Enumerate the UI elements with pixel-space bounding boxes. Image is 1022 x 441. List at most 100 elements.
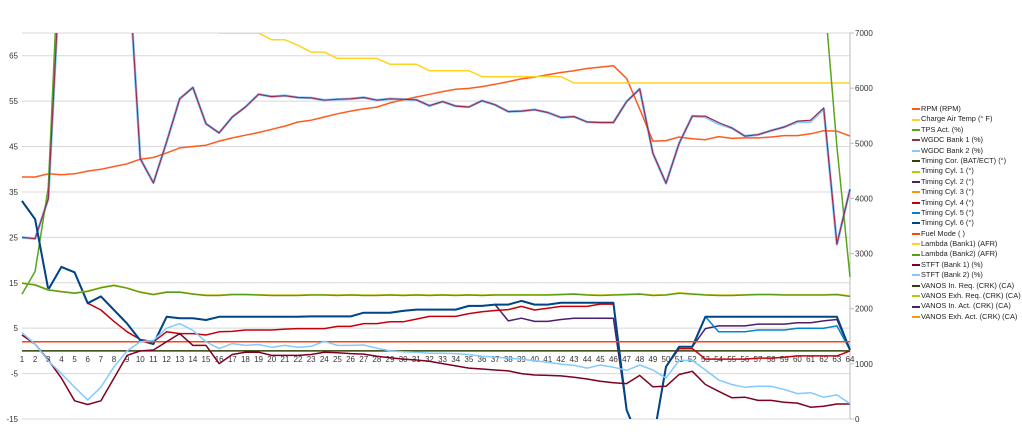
series-line-charge-air-temp-f [217, 33, 850, 84]
x-tick-label: 11 [149, 355, 158, 364]
x-tick-label: 42 [556, 355, 565, 364]
x-tick-label: 62 [819, 355, 828, 364]
legend-swatch [912, 243, 920, 246]
legend-label: Timing Cyl. 2 (°) [921, 176, 974, 186]
y2-tick-label: 5000 [855, 139, 873, 148]
x-tick-label: 5 [72, 355, 77, 364]
y2-tick-label: 2000 [855, 305, 873, 314]
series-line-rpm-rpm [22, 64, 851, 178]
legend-item: Charge Air Temp (° F) [912, 114, 1021, 124]
series-line-timing-cyl-6 [21, 200, 851, 419]
legend-item: TPS Act. (%) [912, 125, 1021, 135]
legend-label: VANOS In. Req. (CRK) (CA) [921, 280, 1015, 290]
y2-tick-label: 1000 [855, 360, 873, 369]
x-tick-label: 19 [254, 355, 263, 364]
legend-item: Lambda (Bank2) (AFR) [912, 249, 1021, 259]
legend-item: VANOS Exh. Act. (CRK) (CA) [912, 312, 1021, 322]
x-tick-label: 46 [609, 355, 618, 364]
legend-item: Timing Cyl. 4 (°) [912, 198, 1021, 208]
legend-item: Lambda (Bank1) (AFR) [912, 239, 1021, 249]
legend-swatch [912, 222, 920, 225]
legend-item: VANOS Exh. Req. (CRK) (CA) [912, 291, 1021, 301]
legend-swatch [912, 201, 920, 204]
x-tick-label: 44 [583, 355, 592, 364]
legend-item: Timing Cyl. 5 (°) [912, 208, 1021, 218]
legend-item: RPM (RPM) [912, 104, 1021, 114]
x-tick-label: 45 [596, 355, 605, 364]
legend-swatch [912, 191, 920, 194]
x-tick-label: 22 [294, 355, 303, 364]
y-tick-label: 35 [9, 188, 18, 197]
legend-swatch [912, 284, 920, 287]
x-tick-label: 12 [162, 355, 171, 364]
x-tick-label: 59 [780, 355, 789, 364]
legend-label: WGDC Bank 1 (%) [921, 135, 984, 145]
x-tick-label: 50 [662, 355, 671, 364]
legend-item: VANOS In. Act. (CRK) (CA) [912, 301, 1021, 311]
legend-swatch [912, 139, 920, 142]
series-line-timing-cyl-4 [21, 200, 851, 419]
y2-tick-label: 0 [855, 415, 860, 424]
y2-tick-label: 6000 [855, 84, 873, 93]
y-tick-label: 55 [9, 97, 18, 106]
x-tick-label: 47 [622, 355, 631, 364]
x-tick-label: 15 [202, 355, 211, 364]
legend-label: VANOS Exh. Act. (CRK) (CA) [921, 311, 1018, 321]
legend-item: Timing Cyl. 6 (°) [912, 218, 1021, 228]
y-tick-label: 15 [9, 279, 18, 288]
x-tick-label: 36 [478, 355, 487, 364]
x-tick-label: 35 [464, 355, 473, 364]
legend-swatch [912, 212, 920, 215]
x-tick-label: 57 [754, 355, 763, 364]
x-tick-label: 37 [491, 355, 500, 364]
series-line-tps-act [21, 33, 851, 295]
y-tick-label: -5 [11, 370, 19, 379]
x-tick-label: 34 [451, 355, 460, 364]
legend-swatch [912, 316, 920, 318]
x-tick-label: 17 [228, 355, 237, 364]
legend-item: VANOS In. Req. (CRK) (CA) [912, 281, 1021, 291]
legend-swatch [912, 264, 920, 267]
x-tick-label: 33 [438, 355, 447, 364]
legend-label: Fuel Mode ( ) [921, 228, 965, 238]
x-tick-label: 48 [635, 355, 644, 364]
x-tick-label: 7 [99, 355, 104, 364]
legend-label: Timing Cyl. 3 (°) [921, 187, 974, 197]
x-tick-label: 9 [125, 355, 130, 364]
x-tick-label: 2 [33, 355, 38, 364]
x-tick-label: 6 [85, 355, 90, 364]
legend-swatch [912, 128, 920, 131]
legend-label: STFT (Bank 1) (%) [921, 259, 983, 269]
legend-label: Charge Air Temp (° F) [921, 114, 993, 124]
series-line-wgdc-bank-2 [21, 33, 852, 246]
x-tick-label: 8 [112, 355, 117, 364]
x-tick-label: 26 [346, 355, 355, 364]
legend-label: Lambda (Bank1) (AFR) [921, 239, 998, 249]
legend-label: Timing Cyl. 1 (°) [921, 166, 974, 176]
x-tick-label: 27 [359, 355, 368, 364]
x-tick-label: 32 [425, 355, 434, 364]
legend-swatch [912, 274, 920, 277]
x-tick-label: 49 [648, 355, 657, 364]
legend-label: RPM (RPM) [921, 104, 961, 113]
x-tick-label: 21 [280, 355, 289, 364]
legend-label: STFT (Bank 2) (%) [921, 270, 983, 280]
x-tick-label: 23 [307, 355, 316, 364]
series-group [21, 33, 852, 419]
x-tick-label: 29 [386, 355, 395, 364]
legend-item: STFT (Bank 1) (%) [912, 260, 1021, 270]
x-tick-label: 13 [175, 355, 184, 364]
legend-swatch [912, 180, 920, 183]
legend-item: Timing Cor. (BAT/ECT) (°) [912, 156, 1021, 166]
x-tick-label: 41 [543, 355, 552, 364]
legend-swatch [912, 118, 920, 121]
series-line-stft-bank-2 [21, 322, 851, 405]
legend-swatch [912, 232, 920, 235]
x-tick-label: 38 [504, 355, 513, 364]
legend-item: STFT (Bank 2) (%) [912, 270, 1021, 280]
legend-label: WGDC Bank 2 (%) [921, 145, 984, 155]
x-tick-label: 18 [241, 355, 250, 364]
x-tick-label: 16 [215, 355, 224, 364]
legend-label: Timing Cor. (BAT/ECT) (°) [921, 155, 1007, 165]
